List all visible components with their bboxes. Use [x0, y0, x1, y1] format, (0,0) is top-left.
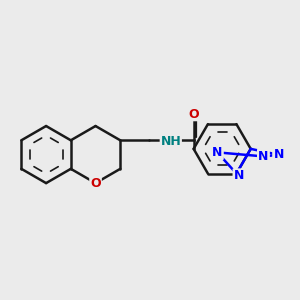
Text: O: O	[90, 177, 101, 190]
Text: NH: NH	[160, 135, 181, 148]
Text: N: N	[258, 150, 268, 163]
Text: N: N	[273, 148, 284, 161]
Text: N: N	[233, 169, 244, 182]
Text: O: O	[188, 107, 199, 121]
Text: N: N	[212, 146, 223, 159]
